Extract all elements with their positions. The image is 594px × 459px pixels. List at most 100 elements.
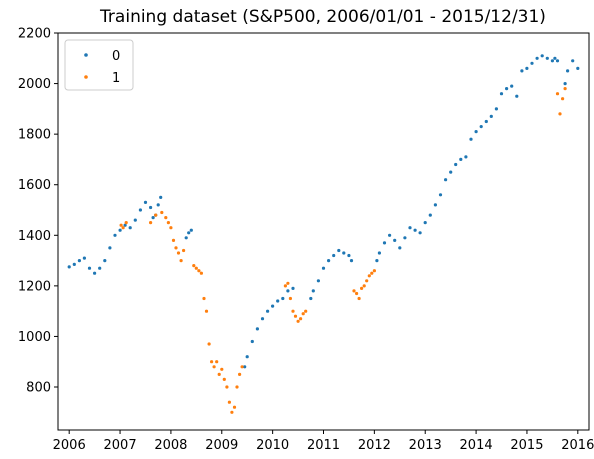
- data-point-series-0: [494, 107, 498, 111]
- data-point-series-0: [243, 365, 247, 369]
- data-point-series-1: [362, 284, 366, 288]
- data-point-series-1: [225, 385, 229, 389]
- data-point-series-0: [281, 296, 285, 301]
- data-point-series-0: [550, 59, 555, 63]
- plot-points: [67, 54, 580, 414]
- data-point-series-1: [154, 213, 158, 217]
- data-point-series-1: [304, 309, 308, 313]
- data-point-series-1: [182, 248, 186, 253]
- data-point-series-1: [370, 271, 374, 275]
- data-point-series-1: [240, 365, 244, 369]
- data-point-series-0: [413, 228, 417, 232]
- data-point-series-0: [408, 226, 412, 230]
- chart-title: Training dataset (S&P500, 2006/01/01 - 2…: [99, 7, 546, 27]
- data-point-series-0: [525, 66, 529, 70]
- data-point-series-1: [194, 266, 198, 270]
- data-point-series-0: [474, 130, 478, 134]
- data-point-series-0: [555, 59, 560, 63]
- data-point-series-0: [108, 246, 112, 250]
- data-point-series-0: [388, 233, 392, 237]
- data-point-series-0: [449, 170, 453, 174]
- data-point-series-0: [464, 155, 468, 159]
- data-point-series-0: [156, 203, 160, 207]
- data-point-series-1: [220, 367, 224, 371]
- data-point-series-1: [207, 342, 211, 346]
- data-point-series-1: [357, 296, 361, 301]
- data-point-series-0: [87, 266, 92, 270]
- data-point-series-1: [149, 221, 153, 225]
- data-point-series-0: [393, 238, 397, 242]
- data-point-series-1: [301, 312, 305, 316]
- data-point-series-0: [250, 339, 254, 344]
- data-point-series-1: [212, 365, 216, 369]
- data-point-series-0: [133, 218, 137, 222]
- data-point-series-0: [423, 221, 427, 225]
- data-point-series-0: [316, 279, 320, 283]
- data-point-series-1: [232, 405, 237, 409]
- data-point-series-1: [171, 238, 176, 242]
- data-point-series-0: [563, 82, 567, 86]
- data-point-series-1: [227, 400, 231, 404]
- data-point-series-1: [558, 112, 562, 116]
- data-point-series-0: [520, 69, 524, 73]
- data-point-series-1: [230, 410, 234, 414]
- data-point-series-1: [192, 264, 196, 268]
- legend-marker-0: [84, 53, 88, 57]
- x-tick-label: 2015: [510, 438, 543, 453]
- x-tick-label: 2012: [358, 438, 391, 453]
- data-point-series-0: [438, 193, 443, 197]
- data-point-series-1: [352, 289, 356, 293]
- data-point-series-0: [540, 54, 544, 58]
- data-point-series-0: [484, 119, 488, 124]
- y-axis: 800 1000 1200 1400 1600 1800 2000 2200: [18, 27, 58, 396]
- x-tick-label: 2016: [561, 438, 594, 453]
- data-point-series-0: [187, 231, 191, 235]
- data-point-series-0: [332, 253, 336, 258]
- data-point-series-1: [355, 291, 359, 296]
- data-point-series-0: [403, 236, 407, 240]
- data-point-series-0: [189, 228, 193, 232]
- x-tick-label: 2013: [409, 438, 442, 453]
- data-point-series-0: [545, 56, 549, 60]
- data-point-series-1: [210, 360, 214, 364]
- data-point-series-1: [204, 309, 209, 313]
- data-point-series-0: [151, 216, 155, 220]
- data-point-series-1: [215, 360, 219, 364]
- x-tick-label: 2007: [104, 438, 137, 453]
- data-point-series-1: [164, 216, 168, 220]
- data-point-series-0: [143, 200, 148, 204]
- legend-marker-1: [84, 75, 88, 79]
- data-point-series-0: [571, 59, 575, 63]
- y-tick-label: 1400: [18, 229, 51, 244]
- data-point-series-1: [561, 97, 565, 101]
- data-point-series-0: [530, 61, 534, 65]
- data-point-series-1: [365, 279, 369, 283]
- y-tick-label: 1800: [18, 128, 51, 143]
- x-tick-label: 2008: [154, 438, 187, 453]
- legend: 01: [64, 39, 134, 91]
- data-point-series-0: [469, 137, 473, 141]
- data-point-series-1: [174, 246, 178, 250]
- data-point-series-1: [288, 296, 292, 301]
- y-tick-label: 1600: [18, 178, 51, 193]
- data-point-series-0: [444, 178, 448, 182]
- data-point-series-1: [555, 92, 560, 96]
- data-point-series-1: [179, 259, 183, 263]
- data-point-series-0: [428, 213, 432, 217]
- data-point-series-0: [98, 266, 102, 270]
- data-point-series-1: [166, 221, 170, 225]
- data-point-series-0: [327, 259, 331, 263]
- data-point-series-0: [266, 309, 270, 313]
- data-point-series-0: [260, 317, 265, 321]
- data-point-series-1: [235, 385, 239, 389]
- data-point-series-0: [67, 265, 71, 269]
- data-point-series-1: [372, 269, 376, 273]
- x-axis: 2006 2007 2008 2009 2010 2011 2012 2013 2014 2015…: [53, 430, 594, 453]
- data-point-series-1: [563, 87, 567, 91]
- data-point-series-0: [159, 195, 163, 199]
- data-point-series-1: [176, 251, 181, 255]
- x-tick-label: 2010: [256, 438, 289, 453]
- data-point-series-1: [160, 210, 164, 215]
- data-point-series-0: [77, 259, 81, 263]
